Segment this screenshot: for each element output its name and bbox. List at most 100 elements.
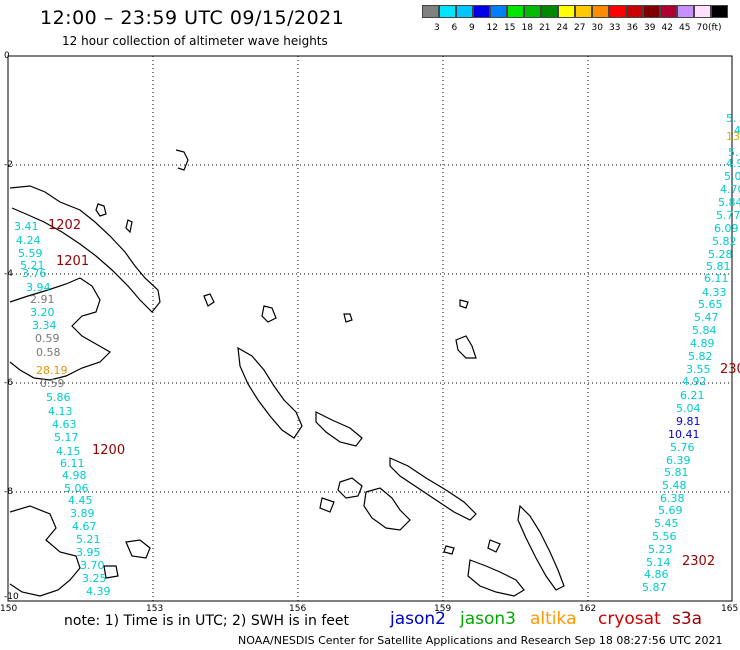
- wave-height-label: 5.84: [692, 324, 717, 337]
- wave-height-label: 3.20: [30, 306, 55, 319]
- colorbar-swatch: [456, 5, 473, 18]
- colorbar-swatch: [694, 5, 711, 18]
- wave-height-label: 5.21: [20, 259, 45, 272]
- colorbar-label: 12: [486, 23, 498, 33]
- colorbar-label: 39: [644, 23, 656, 33]
- colorbar-label: 21: [539, 23, 551, 33]
- colorbar-swatch: [609, 5, 626, 18]
- wave-height-label: 5.59: [18, 247, 43, 260]
- legend-altika: altika: [530, 609, 577, 629]
- wave-height-label: 0.59: [35, 332, 60, 345]
- credit-line: NOAA/NESDIS Center for Satellite Applica…: [238, 634, 723, 647]
- wave-height-label: 5.: [728, 146, 739, 159]
- colorbar-label: 70: [696, 23, 708, 33]
- wave-height-label: 5.06: [64, 482, 89, 495]
- wave-height-label: 4.63: [52, 418, 77, 431]
- wave-height-label: 5.81: [706, 260, 731, 273]
- colorbar-swatch: [677, 5, 694, 18]
- wave-height-label: 5.47: [694, 311, 719, 324]
- wave-height-label: 5.28: [708, 248, 733, 261]
- wave-height-label: 5.45: [654, 517, 679, 530]
- legend-jason2: jason2: [390, 609, 446, 629]
- colorbar-swatch: [524, 5, 541, 18]
- legend-jason3: jason3: [460, 609, 516, 629]
- wave-height-label: 5.0: [724, 170, 740, 183]
- legend-cryosat: cryosat: [598, 609, 661, 629]
- wave-height-label: 5.76: [670, 441, 695, 454]
- colorbar-label: 45: [679, 23, 691, 33]
- wave-height-label: 4: [734, 124, 740, 137]
- wave-height-label: 5.86: [46, 391, 71, 404]
- wave-height-label: 3.55: [686, 363, 711, 376]
- wave-height-label: 3.70: [80, 559, 105, 572]
- wave-height-label: 5.: [726, 112, 737, 125]
- longitude-label: 159: [434, 604, 452, 614]
- wave-height-label: 0.58: [36, 346, 61, 359]
- wave-height-label: 6.39: [666, 454, 691, 467]
- wave-height-label: 5.56: [652, 530, 677, 543]
- pass-time-label: 2302: [682, 554, 716, 569]
- wave-height-label: 5.21: [76, 533, 101, 546]
- wave-height-label: 5.87: [642, 581, 667, 594]
- wave-height-label: 5.17: [54, 431, 79, 444]
- wave-height-label: 4.86: [644, 568, 669, 581]
- wave-height-label: 3.25: [82, 572, 107, 585]
- pass-time-label: 1200: [92, 443, 126, 458]
- wave-height-label: 5.84: [718, 196, 740, 209]
- wave-height-label: 5.14: [646, 556, 671, 569]
- wave-height-label: 5.69: [658, 504, 683, 517]
- colorbar-label: 33: [609, 23, 621, 33]
- wave-height-label: 6.21: [680, 389, 705, 402]
- colorbar-label: 36: [626, 23, 638, 33]
- wave-height-label: 4.92: [682, 375, 707, 388]
- wave-height-label: 5.81: [664, 466, 689, 479]
- colorbar-swatch: [660, 5, 677, 18]
- wave-height-label: 4.98: [62, 469, 87, 482]
- wave-height-label: 4.9: [726, 157, 740, 170]
- colorbar-label: 6: [451, 23, 458, 33]
- wave-height-label: 4.70: [720, 183, 740, 196]
- legend-s3a: s3a: [672, 609, 703, 629]
- colorbar-swatch: [473, 5, 490, 18]
- longitude-label: 156: [289, 604, 307, 614]
- colorbar-label: 30: [591, 23, 603, 33]
- map-subtitle: 12 hour collection of altimeter wave hei…: [62, 34, 328, 48]
- footnote: note: 1) Time is in UTC; 2) SWH is in fe…: [64, 613, 350, 629]
- wave-height-label: 3.94: [26, 281, 51, 294]
- colorbar-swatch: [558, 5, 575, 18]
- wave-height-label: 13: [726, 130, 740, 143]
- colorbar-swatch: [643, 5, 660, 18]
- wave-height-label: 6.38: [660, 492, 685, 505]
- wave-height-label: 5.65: [698, 298, 723, 311]
- colorbar-swatch: [507, 5, 524, 18]
- latitude-label: -6: [4, 378, 13, 388]
- wave-height-label: 28.19: [36, 364, 68, 377]
- graticule: [8, 56, 732, 601]
- wave-height-label: 3.76: [22, 267, 47, 280]
- wave-height-label: 5.82: [688, 350, 713, 363]
- latitude-label: -8: [4, 487, 13, 497]
- wave-height-label: 5.82: [712, 235, 737, 248]
- colorbar-swatch: [626, 5, 643, 18]
- colorbar-label: 42: [661, 23, 673, 33]
- wave-height-label: 4.67: [72, 520, 97, 533]
- longitude-label: 162: [579, 604, 597, 614]
- wave-height-label: 5.23: [648, 543, 673, 556]
- latitude-label: 0: [4, 51, 10, 61]
- longitude-label: 150: [0, 604, 18, 614]
- colorbar-swatch: [541, 5, 558, 18]
- wave-height-label: 6.11: [704, 272, 729, 285]
- wave-height-label: 3.95: [76, 546, 101, 559]
- colorbar-swatch: [439, 5, 456, 18]
- wave-height-label: 4.13: [48, 405, 73, 418]
- wave-height-label: 3.34: [32, 319, 57, 332]
- colorbar-swatch: [422, 5, 439, 18]
- wave-height-label: 4.15: [56, 445, 81, 458]
- colorbar-label: 27: [574, 23, 586, 33]
- wave-height-label: 4.45: [68, 494, 93, 507]
- wave-height-label: 3.41: [14, 220, 39, 233]
- longitude-label: 153: [146, 604, 164, 614]
- colorbar-swatch: [575, 5, 592, 18]
- coastlines: [9, 149, 565, 597]
